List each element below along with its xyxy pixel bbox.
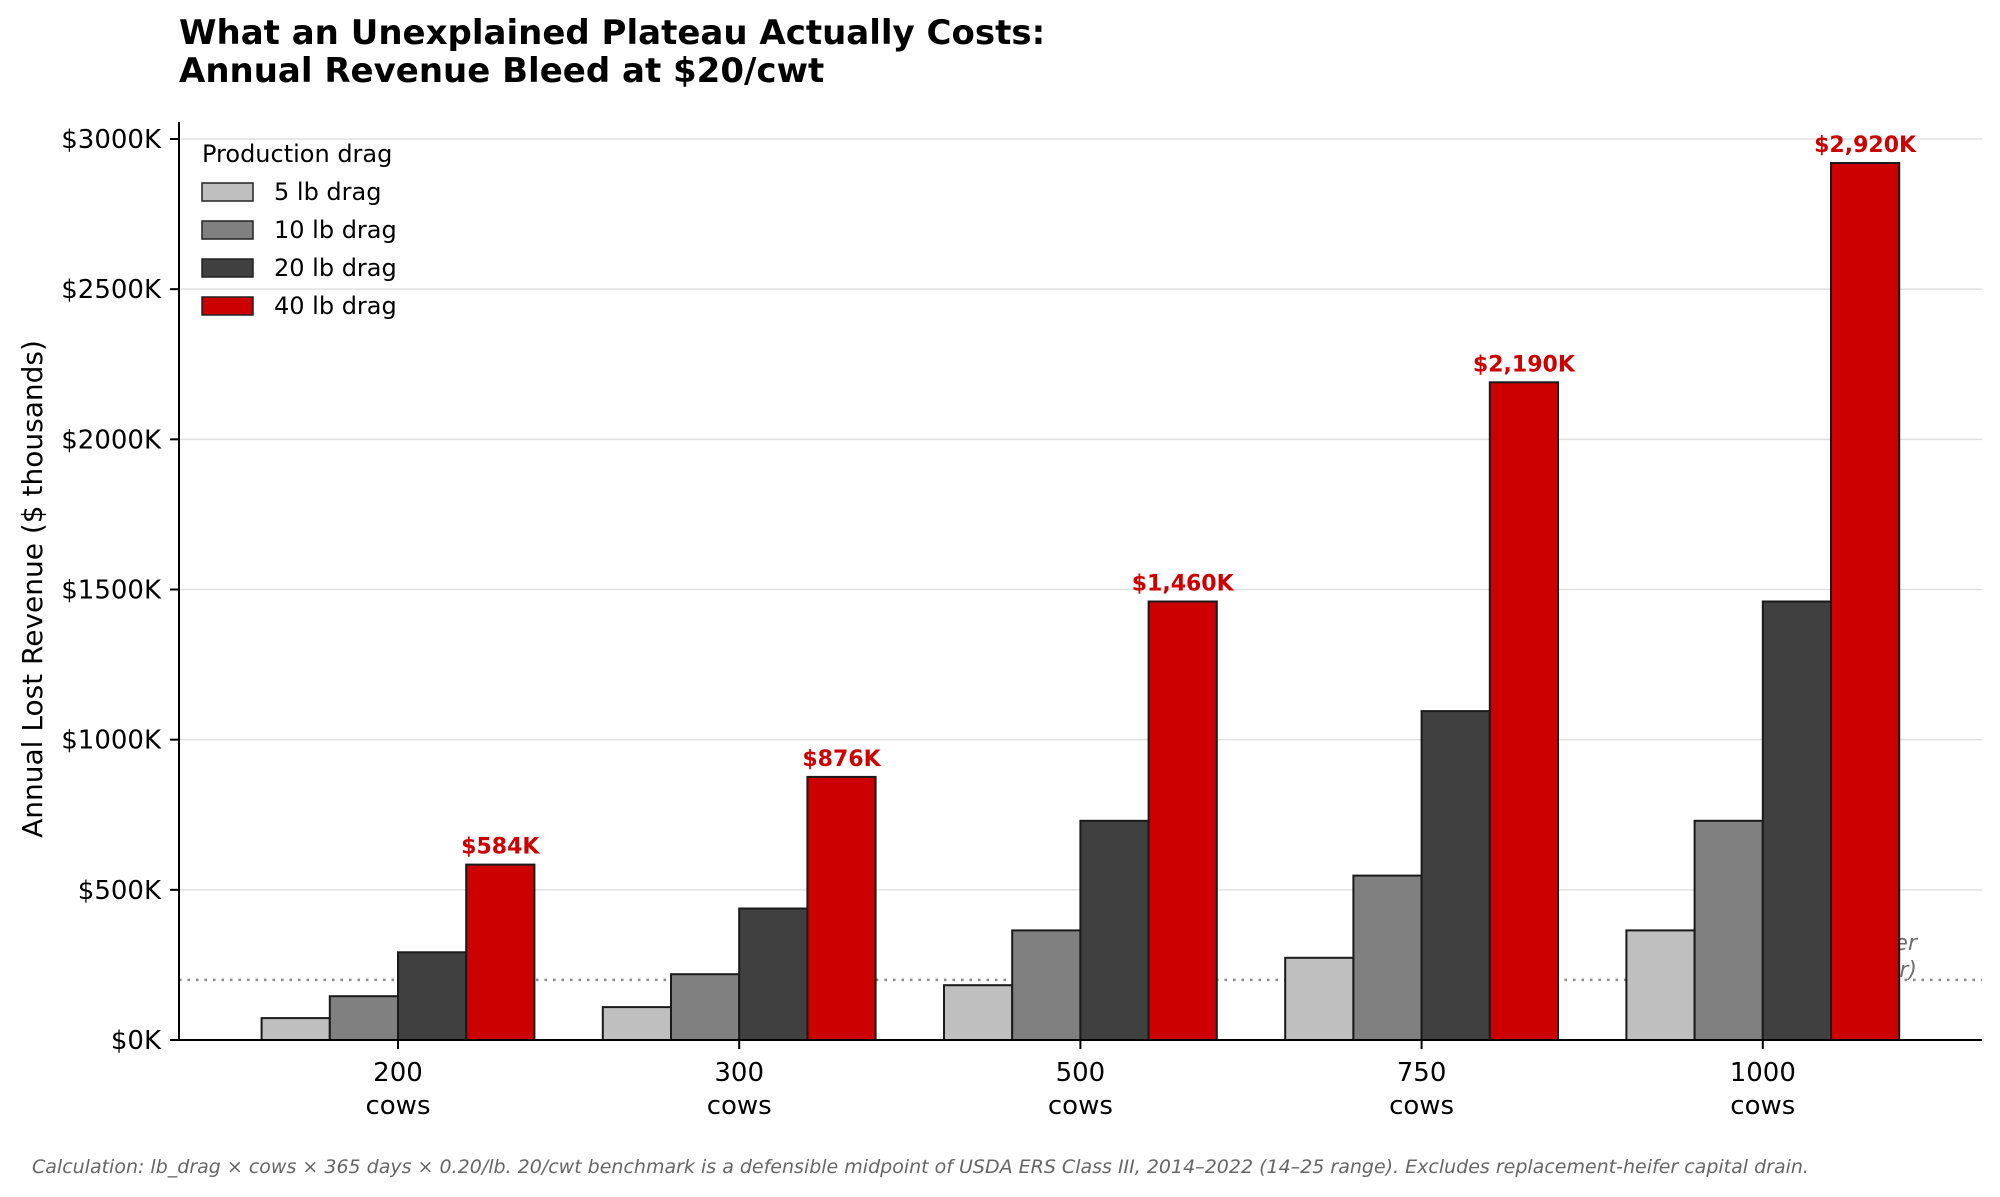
bar-40-lb-drag-200 [465,863,536,1041]
bar-20-lb-drag-750 [1420,710,1491,1041]
data-label-500: $1,460K [1132,572,1235,597]
x-tick-label-1000: 1000 [1730,1058,1796,1088]
bar-10-lb-drag-500 [1011,929,1082,1042]
bar-5-lb-drag-1000 [1625,929,1696,1042]
legend-label-40-lb-drag: 40 lb drag [274,292,397,320]
bar-10-lb-drag-300 [670,973,741,1042]
x-tick-label-200: 200 [373,1058,423,1088]
data-label-300: $876K [802,747,881,772]
data-label-1000: $2,920K [1814,133,1917,158]
footnote: Calculation: lb_drag × cows × 365 days ×… [32,1156,1809,1178]
legend-label-5-lb-drag: 5 lb drag [274,178,381,206]
x-tick-sublabel-1000: cows [1730,1091,1795,1121]
legend-label-20-lb-drag: 20 lb drag [274,254,397,282]
x-tick-label-750: 750 [1397,1058,1447,1088]
bar-40-lb-drag-500 [1147,600,1218,1041]
y-gridlines [179,138,1982,891]
bar-20-lb-drag-500 [1079,819,1150,1041]
bar-10-lb-drag-200 [328,995,399,1042]
bar-40-lb-drag-750 [1488,381,1560,1041]
y-tick-label-500: $500K [78,876,162,906]
legend-label-10-lb-drag: 10 lb drag [274,216,397,244]
bar-40-lb-drag-1000 [1830,162,1901,1041]
chart-title-line-2: Annual Revenue Bleed at $20/cwt [179,51,824,91]
bar-10-lb-drag-1000 [1693,819,1764,1041]
legend-title: Production drag [202,140,392,168]
legend-swatch-5-lb-drag [201,182,254,202]
bar-5-lb-drag-750 [1284,956,1355,1041]
data-label-200: $584K [461,835,540,860]
bars [260,162,1901,1042]
legend-swatch-20-lb-drag [201,258,254,278]
x-tick-sublabel-750: cows [1389,1091,1454,1121]
data-label-750: $2,190K [1473,352,1576,377]
legend-swatch-10-lb-drag [201,220,254,240]
chart-title: What an Unexplained Plateau Actually Cos… [179,13,1045,91]
bar-5-lb-drag-500 [943,984,1014,1042]
y-tick-label-2500: $2500K [61,275,162,305]
y-tick-label-3000: $3000K [61,125,162,155]
y-tick-label-0: $0K [111,1026,162,1056]
y-tick-label-2000: $2000K [61,425,162,455]
bar-data-labels: $584K $876K $1,460K $2,190K $2,920K [461,133,1917,860]
legend-swatch-40-lb-drag [201,296,254,316]
x-tick-sublabel-500: cows [1048,1091,1113,1121]
x-tick-sublabel-300: cows [707,1091,772,1121]
y-tick-label-1500: $1500K [61,576,162,606]
legend: Production drag 5 lb drag 10 lb drag 20 lb … [201,140,397,320]
bar-5-lb-drag-200 [260,1017,331,1041]
chart-title-line-1: What an Unexplained Plateau Actually Cos… [179,13,1045,53]
x-tick-label-500: 500 [1056,1058,1106,1088]
y-axis-label: Annual Lost Revenue ($ thousands) [16,340,49,838]
x-tick-label-300: 300 [714,1058,764,1088]
bar-20-lb-drag-300 [738,907,809,1041]
bar-5-lb-drag-300 [601,1006,672,1041]
x-tick-sublabel-200: cows [365,1091,430,1121]
y-tick-label-1000: $1000K [61,726,162,756]
bar-20-lb-drag-1000 [1761,600,1833,1041]
y-axis-ticks: $0K $500K $1000K $1500K $2000K $2500K $3000K [61,125,179,1056]
bar-10-lb-drag-750 [1352,874,1423,1041]
bar-20-lb-drag-200 [397,951,468,1041]
bar-40-lb-drag-300 [806,775,877,1042]
